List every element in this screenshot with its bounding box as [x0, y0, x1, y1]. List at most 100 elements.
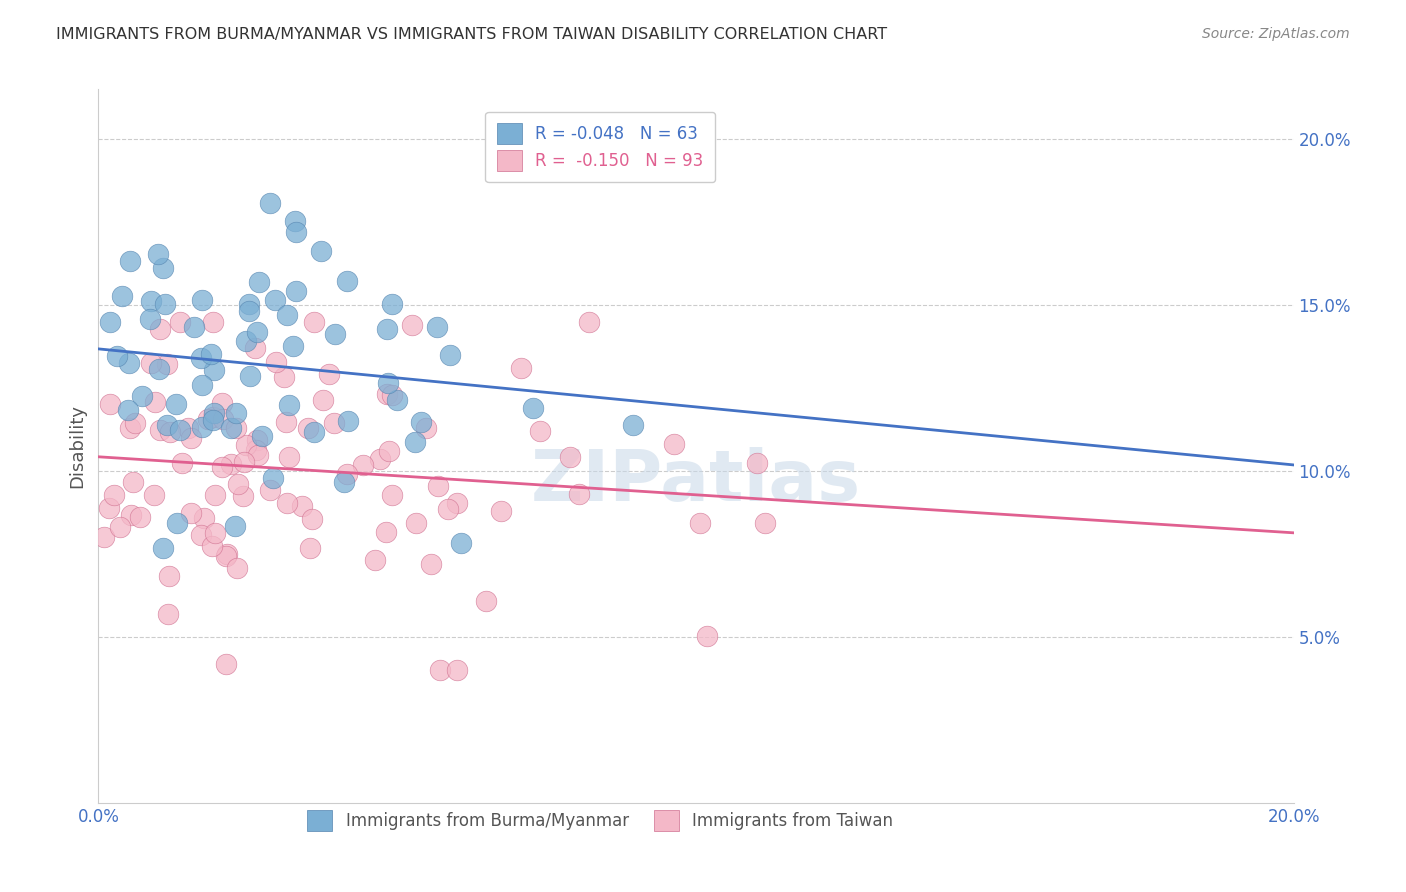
- Point: [148, 362, 170, 376]
- Point: [368, 452, 391, 467]
- Point: [121, 475, 143, 489]
- Point: [252, 429, 274, 443]
- Point: [529, 424, 551, 438]
- Point: [215, 549, 238, 563]
- Point: [146, 246, 169, 260]
- Point: [276, 308, 298, 322]
- Point: [93, 530, 115, 544]
- Point: [201, 410, 224, 425]
- Point: [364, 553, 387, 567]
- Text: IMMIGRANTS FROM BURMA/MYANMAR VS IMMIGRANTS FROM TAIWAN DISABILITY CORRELATION C: IMMIGRANTS FROM BURMA/MYANMAR VS IMMIGRA…: [56, 27, 887, 42]
- Point: [225, 406, 247, 420]
- Point: [247, 449, 270, 463]
- Point: [245, 341, 267, 355]
- Point: [446, 496, 468, 510]
- Point: [201, 314, 224, 328]
- Point: [567, 487, 589, 501]
- Point: [426, 320, 449, 334]
- Point: [111, 288, 134, 302]
- Point: [401, 318, 423, 333]
- Point: [277, 450, 299, 465]
- Point: [202, 412, 225, 426]
- Point: [246, 433, 269, 447]
- Point: [232, 489, 254, 503]
- Legend: Immigrants from Burma/Myanmar, Immigrants from Taiwan: Immigrants from Burma/Myanmar, Immigrant…: [301, 804, 900, 838]
- Point: [149, 321, 172, 335]
- Point: [238, 369, 260, 384]
- Point: [245, 442, 267, 457]
- Point: [745, 456, 768, 470]
- Point: [281, 338, 304, 352]
- Point: [312, 392, 335, 407]
- Y-axis label: Disability: Disability: [69, 404, 87, 488]
- Point: [143, 488, 166, 502]
- Point: [510, 360, 533, 375]
- Point: [696, 629, 718, 643]
- Point: [197, 412, 219, 426]
- Point: [108, 520, 131, 534]
- Point: [754, 516, 776, 530]
- Point: [153, 296, 176, 310]
- Point: [262, 470, 284, 484]
- Point: [323, 327, 346, 342]
- Point: [264, 355, 287, 369]
- Point: [156, 357, 179, 371]
- Point: [302, 314, 325, 328]
- Point: [215, 657, 238, 671]
- Point: [263, 293, 285, 307]
- Point: [170, 456, 193, 470]
- Point: [215, 547, 238, 561]
- Point: [489, 504, 512, 518]
- Point: [235, 334, 257, 348]
- Point: [304, 425, 326, 439]
- Point: [98, 397, 121, 411]
- Point: [375, 322, 398, 336]
- Point: [149, 423, 172, 437]
- Point: [436, 502, 458, 516]
- Point: [377, 444, 399, 458]
- Point: [419, 557, 441, 571]
- Point: [118, 253, 141, 268]
- Point: [202, 363, 225, 377]
- Point: [191, 420, 214, 434]
- Point: [156, 418, 179, 433]
- Point: [259, 196, 281, 211]
- Point: [193, 511, 215, 525]
- Point: [190, 527, 212, 541]
- Point: [191, 293, 214, 308]
- Point: [139, 294, 162, 309]
- Point: [475, 594, 498, 608]
- Point: [405, 516, 427, 531]
- Point: [333, 475, 356, 490]
- Point: [450, 535, 472, 549]
- Point: [337, 414, 360, 428]
- Point: [219, 457, 242, 471]
- Point: [212, 411, 235, 425]
- Point: [429, 663, 451, 677]
- Point: [298, 541, 321, 555]
- Point: [297, 421, 319, 435]
- Point: [183, 320, 205, 334]
- Point: [375, 524, 398, 539]
- Point: [159, 425, 181, 440]
- Point: [439, 348, 461, 362]
- Point: [204, 406, 226, 420]
- Point: [276, 415, 298, 429]
- Point: [578, 314, 600, 328]
- Point: [291, 499, 314, 513]
- Point: [276, 496, 298, 510]
- Point: [375, 387, 398, 401]
- Point: [141, 356, 163, 370]
- Point: [224, 518, 246, 533]
- Point: [259, 483, 281, 497]
- Point: [165, 397, 187, 411]
- Point: [323, 417, 346, 431]
- Point: [124, 416, 146, 430]
- Point: [689, 516, 711, 531]
- Point: [446, 663, 468, 677]
- Point: [190, 351, 212, 366]
- Point: [352, 458, 374, 472]
- Point: [128, 510, 150, 524]
- Point: [180, 506, 202, 520]
- Point: [662, 437, 685, 451]
